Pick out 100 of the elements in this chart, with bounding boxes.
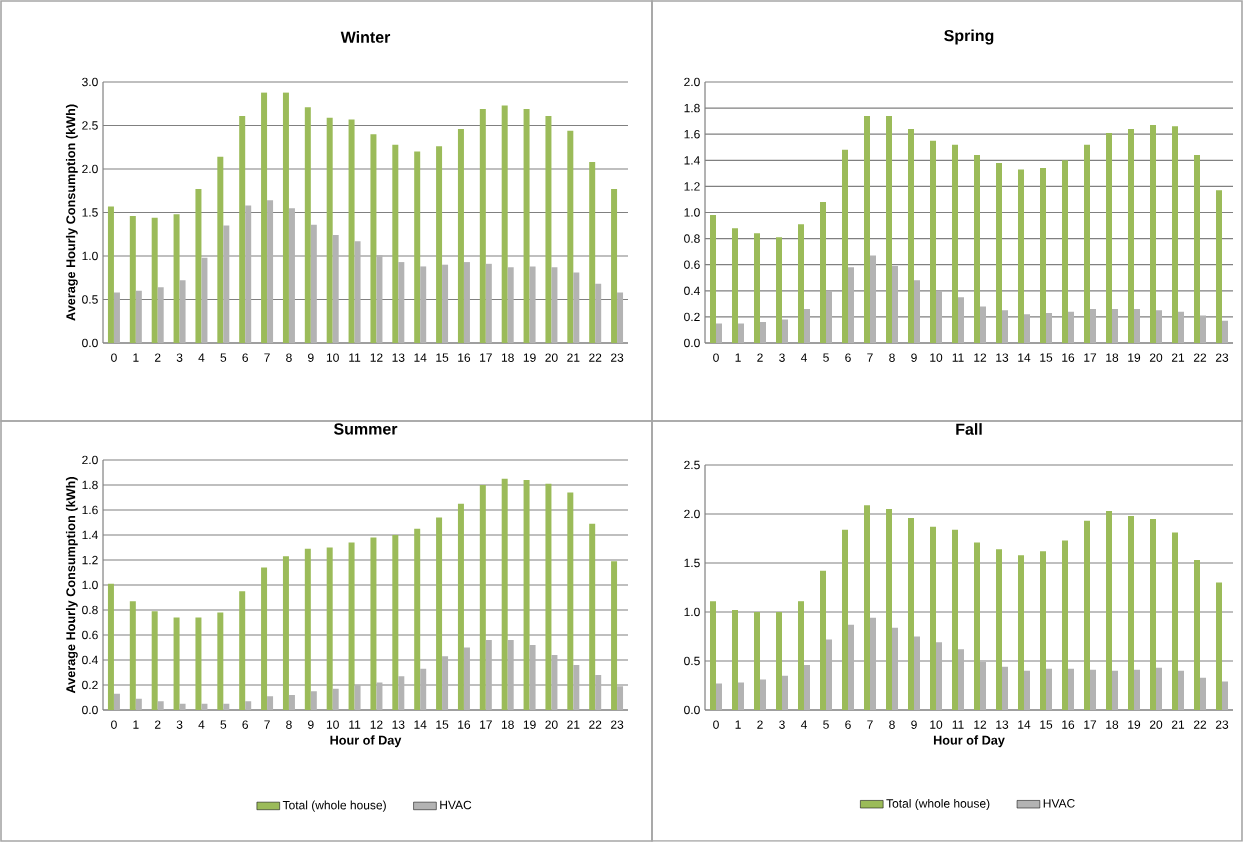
bar <box>1090 669 1096 710</box>
x-tick-label: 18 <box>1106 720 1119 729</box>
y-tick-label: 1.4 <box>82 530 98 540</box>
chart-title: Fall <box>956 423 982 435</box>
bar <box>457 128 464 343</box>
bar <box>129 215 136 343</box>
x-tick-label: 16 <box>1062 720 1075 729</box>
x-tick-label: 1 <box>133 720 139 729</box>
y-tick-label: 0.0 <box>684 705 700 715</box>
bar <box>245 205 252 343</box>
x-tick-label: 15 <box>1040 720 1053 729</box>
bar <box>589 523 596 710</box>
x-tick-label: 14 <box>1018 720 1031 729</box>
bar <box>754 611 761 710</box>
bar <box>485 639 492 710</box>
bar <box>107 206 114 343</box>
x-tick-label: 11 <box>349 353 361 362</box>
x-tick-label: 20 <box>1149 720 1163 729</box>
bar <box>864 115 870 343</box>
bar <box>173 617 180 710</box>
bar <box>1200 677 1206 710</box>
x-tick-label: 10 <box>930 720 943 729</box>
bar <box>507 267 514 343</box>
bar <box>288 694 295 710</box>
bar <box>826 639 832 710</box>
x-tick-label: 16 <box>458 720 471 729</box>
chart-title: Spring <box>944 29 994 45</box>
x-tick-label: 12 <box>370 353 383 362</box>
x-tick-label: 3 <box>176 720 183 729</box>
x-tick-label: 14 <box>414 720 427 729</box>
bar <box>892 627 898 710</box>
bar <box>501 105 508 343</box>
bar <box>936 290 942 343</box>
bar <box>1194 155 1200 343</box>
bar <box>611 189 618 343</box>
bar <box>463 262 470 343</box>
y-tick-label: 2.0 <box>684 509 700 519</box>
bar <box>760 679 766 710</box>
bar <box>798 601 804 710</box>
bar <box>952 529 958 710</box>
x-tick-label: 22 <box>589 720 602 729</box>
x-tick-label: 8 <box>286 720 292 729</box>
bar <box>442 656 449 710</box>
y-tick-label: 0.6 <box>82 630 98 640</box>
x-tick-label: 9 <box>911 353 917 362</box>
bar <box>245 701 252 710</box>
x-tick-label: 12 <box>370 720 383 729</box>
x-tick-label: 19 <box>523 720 536 729</box>
bar <box>223 703 230 710</box>
bar <box>930 140 937 343</box>
x-tick-label: 8 <box>889 720 895 729</box>
x-tick-label: 6 <box>242 720 249 729</box>
bar <box>529 266 536 343</box>
bar <box>370 134 377 343</box>
bar <box>457 503 464 710</box>
bar <box>820 570 826 710</box>
y-tick-label: 1.0 <box>82 251 98 261</box>
bar <box>1062 160 1068 343</box>
bar <box>886 509 892 710</box>
y-tick-label: 0.8 <box>82 605 98 615</box>
bar <box>332 235 339 343</box>
y-tick-label: 1.8 <box>684 103 700 113</box>
bar <box>523 479 530 710</box>
bar <box>826 290 832 343</box>
bar <box>738 682 744 710</box>
x-tick-label: 17 <box>1084 720 1097 729</box>
x-tick-label: 3 <box>779 720 785 729</box>
x-tick-label: 16 <box>1062 353 1075 362</box>
bar <box>1178 670 1184 710</box>
bar <box>151 611 158 710</box>
bar <box>1106 511 1112 710</box>
legend-label: Total (whole house) <box>282 800 386 812</box>
x-tick-label: 11 <box>349 720 361 729</box>
x-tick-label: 7 <box>867 720 873 729</box>
legend-label: Total (whole house) <box>886 798 990 811</box>
bar <box>545 115 552 343</box>
y-tick-label: 1.0 <box>684 208 700 217</box>
bar <box>1134 309 1140 343</box>
bar <box>1084 520 1090 710</box>
x-tick-label: 6 <box>845 720 851 729</box>
bar <box>1216 190 1222 343</box>
bar <box>1024 670 1030 710</box>
bar <box>738 323 744 343</box>
bar <box>1046 312 1052 343</box>
bar <box>239 115 246 343</box>
bar <box>617 292 624 343</box>
bar <box>996 549 1002 710</box>
bar <box>980 306 986 343</box>
bar <box>135 698 142 710</box>
x-tick-label: 4 <box>198 353 205 362</box>
x-tick-label: 13 <box>996 353 1009 362</box>
bar <box>1106 132 1112 343</box>
y-tick-label: 0.2 <box>684 312 700 322</box>
bar <box>485 263 492 343</box>
x-tick-label: 1 <box>133 353 139 362</box>
bar <box>936 642 942 710</box>
bar <box>732 228 738 343</box>
x-tick-label: 23 <box>1215 720 1229 729</box>
bar <box>1068 668 1074 710</box>
x-tick-label: 12 <box>974 720 987 729</box>
